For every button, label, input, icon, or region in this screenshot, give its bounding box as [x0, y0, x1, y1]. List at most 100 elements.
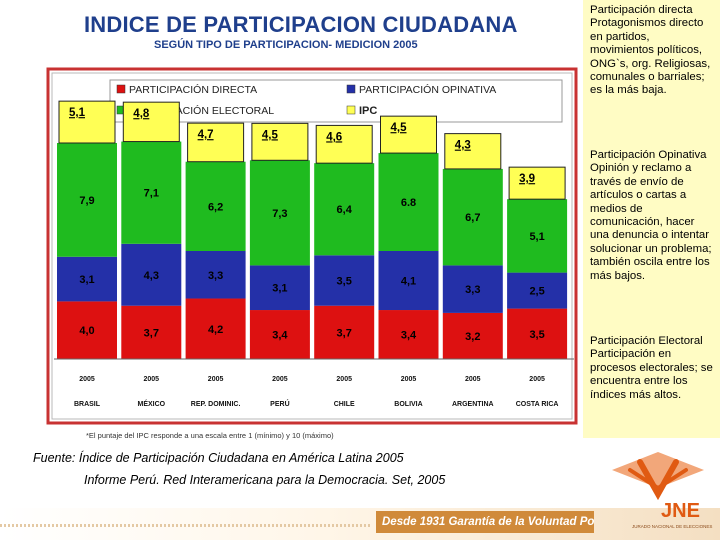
bar-opinativa-peru: [249, 265, 310, 311]
bar-opinativa-argentina: [442, 265, 503, 313]
x-tick-label-argentina: ARGENTINA: [452, 401, 494, 408]
bar-directa-mexico: [121, 305, 182, 359]
x-tick-year-rep-dominic: 2005: [208, 376, 224, 383]
bar-ipc-costa-rica: [508, 166, 566, 200]
bar-opinativa-rep-dominic: [185, 251, 246, 299]
chart-footnote: *El puntaje del IPC responde a una escal…: [86, 431, 334, 440]
x-tick-year-brasil: 2005: [79, 376, 95, 383]
data-label-directa-bolivia: 3,4: [401, 330, 417, 342]
bar-opinativa-costa-rica: [507, 272, 568, 309]
x-tick-year-argentina: 2005: [465, 376, 481, 383]
data-label-electoral-mexico: 7,1: [144, 188, 159, 200]
source-line-1: Fuente: Índice de Participación Ciudadan…: [33, 451, 404, 465]
data-label-directa-chile: 3,7: [337, 327, 352, 339]
data-label-electoral-bolivia: 6.8: [401, 197, 416, 209]
logo-subtitle: JURADO NACIONAL DE ELECCIONES: [632, 524, 713, 529]
footer-motto: Desde 1931 Garantía de la Voluntad Popul…: [376, 511, 594, 533]
data-label-directa-costa-rica: 3,5: [529, 329, 544, 341]
side-note-electoral: Participación Electoral Participación en…: [590, 335, 713, 401]
x-tick-label-chile: CHILE: [334, 401, 355, 408]
bar-electoral-bolivia: [378, 153, 439, 251]
x-tick-label-peru: PERÚ: [270, 399, 289, 408]
bar-ipc-mexico: [122, 101, 180, 143]
data-label-ipc-costa-rica: 3,9: [519, 173, 535, 185]
page-title: INDICE DE PARTICIPACION CIUDADANA: [84, 12, 518, 37]
data-label-opinativa-brasil: 3,1: [79, 274, 94, 286]
legend-swatch-directa: [116, 84, 126, 94]
bar-directa-brasil: [57, 301, 117, 359]
page-subtitle: SEGÚN TIPO DE PARTICIPACION- MEDICION 20…: [154, 39, 418, 51]
data-label-electoral-brasil: 7,9: [79, 195, 94, 207]
x-tick-year-bolivia: 2005: [401, 376, 417, 383]
bar-ipc-brasil: [58, 100, 116, 144]
side-note-opinativa: Participación Opinativa Opinión y reclam…: [590, 149, 712, 282]
data-label-ipc-argentina: 4,3: [455, 140, 471, 152]
bar-directa-argentina: [442, 312, 503, 359]
bar-opinativa-mexico: [121, 243, 182, 306]
jne-logo-icon: [612, 452, 704, 501]
data-label-ipc-chile: 4,6: [326, 131, 342, 143]
x-axis: 2005 BRASIL 2005 MÉXICO 2005 REP. DOMINIC. 200…: [54, 358, 574, 408]
bar-electoral-brasil: [57, 143, 117, 257]
bar-ipc-argentina: [444, 133, 502, 170]
x-tick-year-mexico: 2005: [144, 376, 160, 383]
bar-directa-chile: [314, 305, 375, 359]
bar-electoral-costa-rica: [507, 199, 568, 273]
x-tick-label-brasil: BRASIL: [74, 401, 101, 408]
source-line-2: Informe Perú. Red Interamericana para la…: [84, 473, 446, 487]
x-tick-label-costa-rica: COSTA RICA: [516, 401, 559, 408]
bar-opinativa-chile: [314, 255, 375, 306]
data-label-opinativa-bolivia: 4,1: [401, 276, 416, 288]
x-tick-year-peru: 2005: [272, 376, 288, 383]
data-label-electoral-chile: 6,4: [337, 204, 353, 216]
data-label-electoral-rep-dominic: 6,2: [208, 201, 223, 213]
legend-label-ipc: IPC: [359, 105, 377, 117]
x-tick-label-mexico: MÉXICO: [137, 399, 165, 408]
data-label-directa-brasil: 4,0: [79, 325, 94, 337]
data-label-electoral-peru: 7,3: [272, 208, 287, 220]
logo-name: JNE: [661, 500, 700, 522]
legend-label-opinativa: PARTICIPACIÓN OPINATIVA: [359, 83, 496, 96]
data-label-opinativa-costa-rica: 2,5: [529, 286, 544, 298]
x-tick-label-bolivia: BOLIVIA: [394, 401, 422, 408]
data-label-opinativa-argentina: 3,3: [465, 284, 480, 296]
bar-ipc-bolivia: [380, 115, 437, 154]
bar-electoral-mexico: [121, 141, 182, 244]
bar-opinativa-brasil: [57, 256, 117, 302]
data-label-electoral-argentina: 6,7: [465, 212, 480, 224]
data-label-electoral-costa-rica: 5,1: [529, 231, 544, 243]
data-label-opinativa-mexico: 4,3: [144, 270, 159, 282]
side-panel: [583, 0, 720, 438]
x-tick-label-rep-dominic: REP. DOMINIC.: [191, 401, 241, 408]
bar-directa-peru: [249, 310, 310, 359]
bar-electoral-peru: [249, 160, 310, 266]
legend-swatch-ipc: [346, 105, 356, 115]
legend-label-directa: PARTICIPACIÓN DIRECTA: [129, 83, 257, 96]
x-tick-year-costa-rica: 2005: [529, 376, 545, 383]
data-label-ipc-brasil: 5,1: [69, 107, 86, 119]
data-label-directa-peru: 3,4: [272, 330, 288, 342]
footer-dotted-line: [0, 524, 372, 527]
data-label-directa-mexico: 3,7: [144, 327, 159, 339]
bar-ipc-peru: [251, 122, 309, 161]
bar-ipc-chile: [315, 124, 373, 164]
legend-box: [109, 79, 563, 123]
bar-electoral-chile: [314, 163, 375, 256]
data-label-directa-rep-dominic: 4,2: [208, 324, 223, 336]
bar-opinativa-bolivia: [378, 251, 439, 311]
bar-ipc-rep-dominic: [187, 122, 245, 163]
data-label-ipc-bolivia: 4,5: [391, 122, 408, 134]
bar-directa-bolivia: [378, 310, 439, 359]
data-label-opinativa-rep-dominic: 3,3: [208, 270, 223, 282]
data-label-directa-argentina: 3,2: [465, 331, 480, 343]
bar-directa-costa-rica: [507, 308, 568, 359]
bar-directa-rep-dominic: [185, 298, 246, 359]
data-label-opinativa-peru: 3,1: [272, 283, 287, 295]
bar-electoral-argentina: [442, 168, 503, 266]
data-label-opinativa-chile: 3,5: [337, 276, 352, 288]
x-tick-year-chile: 2005: [336, 376, 352, 383]
bar-electoral-rep-dominic: [185, 161, 246, 251]
side-note-directa: Participación directa Protagonismos dire…: [590, 4, 711, 97]
bars: 4,0 3,1 7,9 5,1 3,7 4,3 7,1 4,8 4,2 3,3 6,2 4,7 3,4 3…: [57, 100, 568, 359]
